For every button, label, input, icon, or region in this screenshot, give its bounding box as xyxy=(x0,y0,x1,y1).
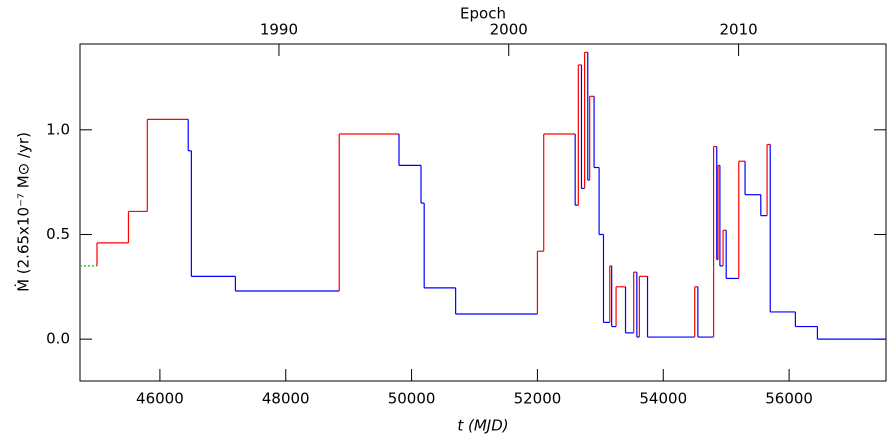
top-tick-label: 1990 xyxy=(260,21,298,39)
y-tick-label: 0.5 xyxy=(46,225,70,243)
y-tick-label: 0.0 xyxy=(46,330,70,348)
x-tick-label: 54000 xyxy=(639,390,687,408)
x-tick-label: 56000 xyxy=(765,390,813,408)
y-axis-label: Ṁ (2.65x10⁻⁷ M⊙ /yr) xyxy=(14,132,33,292)
top-tick-label: 2000 xyxy=(490,21,528,39)
top-tick-label: 2010 xyxy=(719,21,757,39)
x-axis-label: t (MJD) xyxy=(457,417,508,435)
x-tick-label: 46000 xyxy=(136,390,184,408)
x-tick-label: 52000 xyxy=(514,390,562,408)
x-tick-label: 50000 xyxy=(388,390,436,408)
x-tick-label: 48000 xyxy=(262,390,310,408)
y-tick-label: 1.0 xyxy=(46,120,70,138)
top-axis-label: Epoch xyxy=(460,5,506,23)
plot-frame xyxy=(79,43,887,382)
